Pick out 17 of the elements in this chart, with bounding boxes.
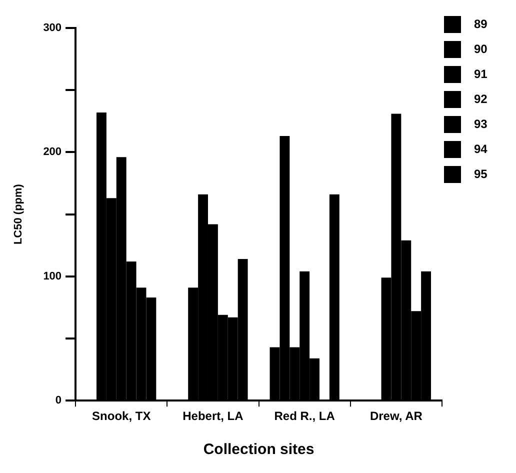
x-axis-title: Collection sites xyxy=(203,441,314,458)
x-tick-label: Hebert, LA xyxy=(182,409,244,424)
legend-label: 94 xyxy=(474,142,488,156)
y-axis-title: LC50 (ppm) xyxy=(12,184,25,245)
x-tick-label: Red R., LA xyxy=(274,409,336,424)
legend-label: 93 xyxy=(474,116,488,131)
y-tick-label: 0 xyxy=(55,394,62,407)
legend-label: 91 xyxy=(474,66,488,81)
x-tick-label: Snook, TX xyxy=(92,409,151,424)
legend-label: 92 xyxy=(474,92,488,106)
legend-label: 89 xyxy=(474,16,488,31)
y-tick-label: 200 xyxy=(43,146,62,158)
y-tick-label: 300 xyxy=(43,22,62,34)
legend-label: 95 xyxy=(474,166,488,181)
legend-label: 90 xyxy=(474,42,488,56)
y-tick-label: 100 xyxy=(43,270,62,282)
x-tick-label: Drew, AR xyxy=(370,409,423,424)
